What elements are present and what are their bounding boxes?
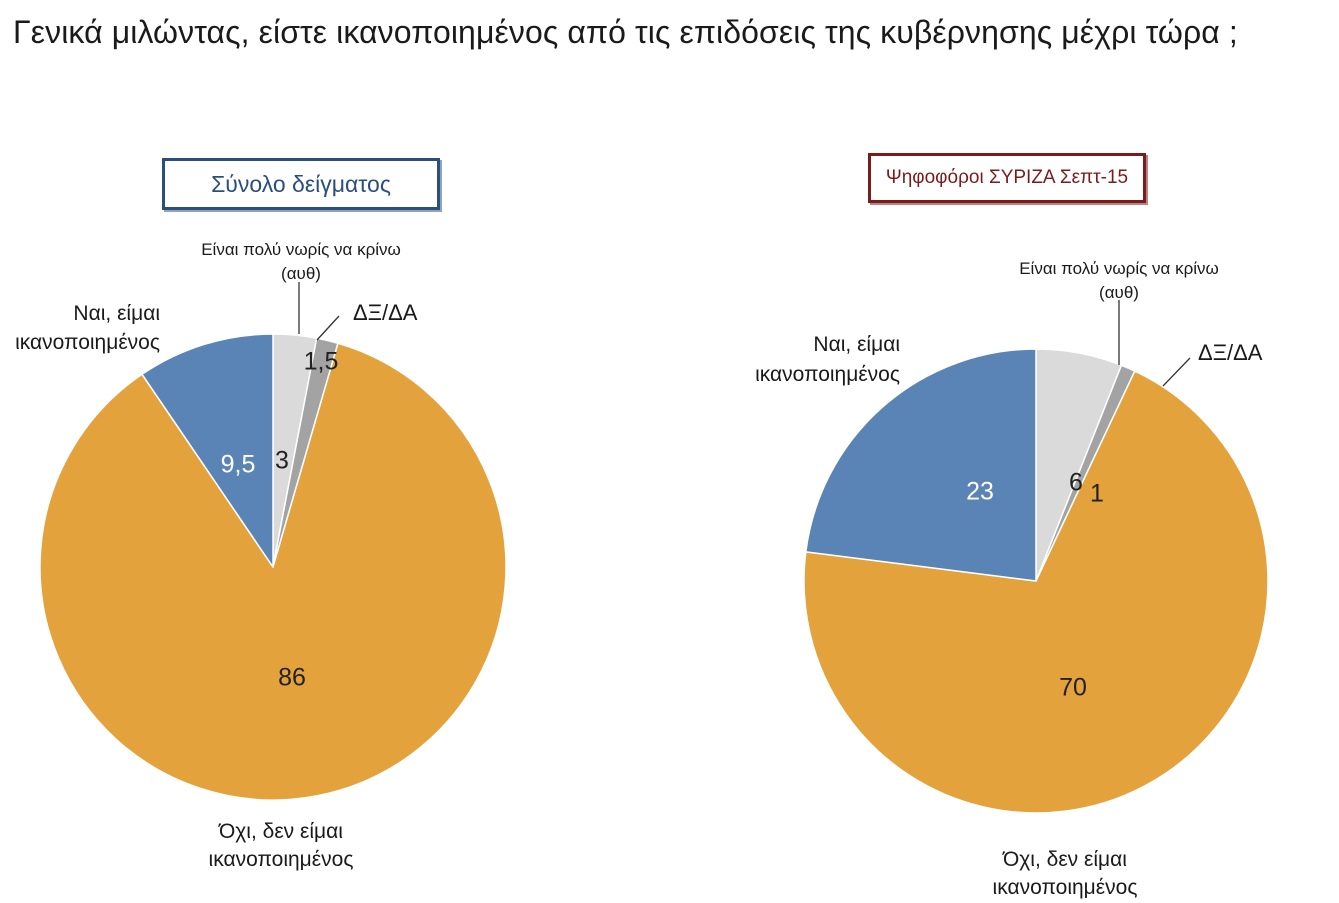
slice-value-label-dk-na: 1 — [1090, 480, 1104, 508]
pie-slice-no — [803, 370, 1269, 814]
category-label-no: Όχι, δεν είμαι ικανοποιημένος — [993, 848, 1138, 899]
category-label-line: ικανοποιημένος — [209, 848, 354, 871]
slice-value-label-too-early: 6 — [1069, 469, 1083, 497]
category-label-line: ικανοποιημένος — [755, 363, 900, 386]
category-label-line: ΔΞ/ΔΑ — [1198, 340, 1263, 365]
category-label-yes: Ναι, είμαι ικανοποιημένος — [15, 302, 160, 354]
category-label-line: Όχι, δεν είμαι — [218, 820, 343, 843]
category-label-line: (αυθ) — [1099, 283, 1139, 302]
slice-value-label-no: 86 — [278, 664, 306, 692]
category-label-line: Είναι πολύ νωρίς να κρίνω — [1019, 259, 1219, 278]
category-label-line: (αυθ) — [281, 264, 321, 283]
category-label-yes: Ναι, είμαι ικανοποιημένος — [755, 333, 900, 386]
pie-chart-syriza-voters: 6 1 70 23 Είναι πολύ νωρίς να κρίνω (αυθ) ΔΞ/Δ… — [755, 259, 1269, 899]
category-label-dk-na: ΔΞ/ΔΑ — [1198, 340, 1263, 365]
category-label-too-early: Είναι πολύ νωρίς να κρίνω (αυθ) — [201, 240, 401, 283]
category-label-line: Είναι πολύ νωρίς να κρίνω — [201, 240, 401, 259]
slice-value-label-too-early: 3 — [275, 447, 289, 475]
pie-slice-yes — [805, 348, 1037, 582]
category-label-line: ικανοποιημένος — [993, 876, 1138, 899]
category-label-dk-na: ΔΞ/ΔΑ — [353, 300, 418, 325]
pie-chart-total-sample: 3 1,5 86 9,5 Είναι πολύ νωρίς να κρίνω (αυθ) Δ… — [15, 240, 507, 871]
slice-value-label-yes: 9,5 — [221, 451, 256, 479]
pie-slice-yes — [141, 333, 274, 568]
slice-value-label-yes: 23 — [966, 478, 994, 506]
panel-title-syriza-voters: Ψηφοφόροι ΣΥΡΙΖΑ Σεπτ-15 — [868, 153, 1146, 203]
pie-slice-no — [39, 342, 507, 801]
slice-value-label-dk-na: 1,5 — [304, 348, 339, 376]
leader-line-dk-na — [316, 315, 340, 341]
category-label-line: Όχι, δεν είμαι — [1002, 848, 1127, 871]
category-label-no: Όχι, δεν είμαι ικανοποιημένος — [209, 820, 354, 871]
leader-line-dk-na — [1162, 357, 1191, 387]
category-label-line: ΔΞ/ΔΑ — [353, 300, 418, 325]
category-label-line: Ναι, είμαι — [73, 302, 160, 325]
category-label-too-early: Είναι πολύ νωρίς να κρίνω (αυθ) — [1019, 259, 1219, 302]
category-label-line: ικανοποιημένος — [15, 331, 160, 354]
panel-title-total-sample: Σύνολο δείγματος — [162, 158, 440, 210]
slice-value-label-no: 70 — [1059, 674, 1087, 702]
category-label-line: Ναι, είμαι — [813, 333, 900, 356]
page-title: Γενικά μιλώντας, είστε ικανοποιημένος απ… — [13, 14, 1238, 50]
